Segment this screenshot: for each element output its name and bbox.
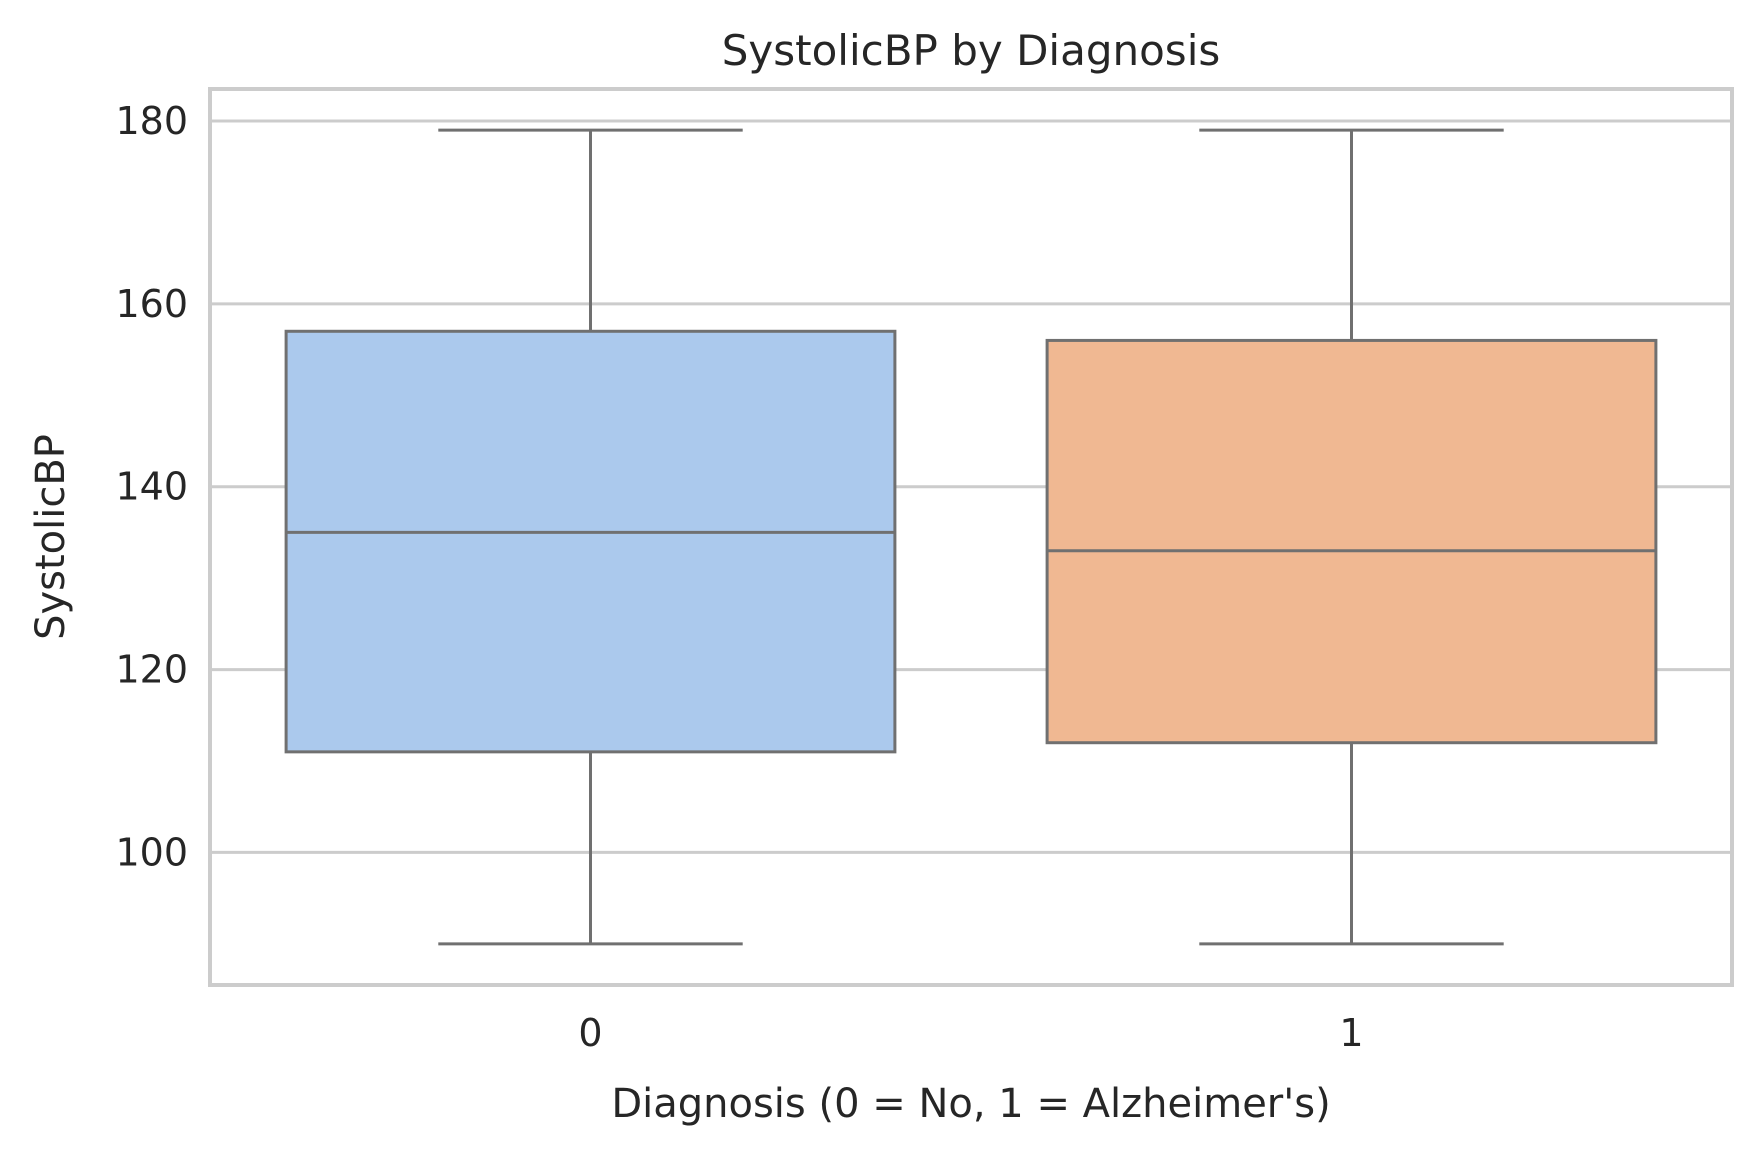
box-group-0: [284, 128, 897, 946]
y-axis-label: SystolicBP: [28, 434, 74, 640]
y-tick-label: 100: [115, 830, 188, 874]
x-tick-label: 0: [578, 1011, 602, 1055]
chart-title: SystolicBP by Diagnosis: [722, 26, 1221, 75]
iqr-box: [284, 329, 897, 754]
box-series: [284, 128, 1658, 946]
y-tick-label: 180: [115, 99, 188, 143]
y-tick-labels: 100 120 140 160 180: [115, 99, 188, 874]
box-group-1: [1045, 128, 1658, 946]
iqr-box: [1045, 338, 1658, 745]
x-tick-label: 1: [1339, 1011, 1363, 1055]
x-axis-label: Diagnosis (0 = No, 1 = Alzheimer's): [611, 1081, 1330, 1127]
plot-frame: [208, 87, 1734, 987]
y-tick-label: 160: [115, 282, 188, 326]
y-tick-label: 120: [115, 648, 188, 692]
y-tick-label: 140: [115, 465, 188, 509]
